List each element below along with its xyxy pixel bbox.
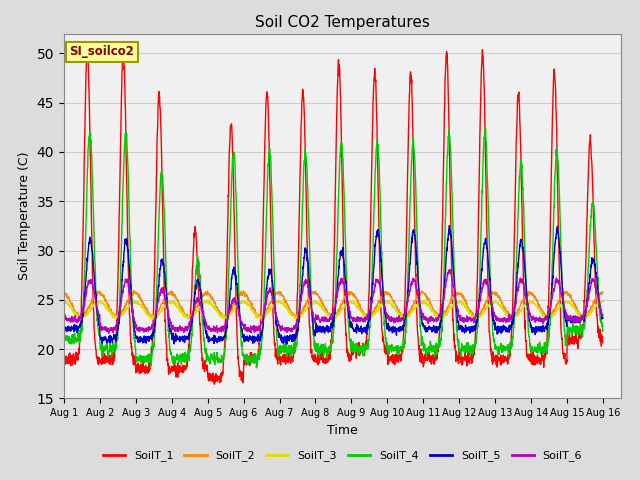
SoilT_4 <box>253 365 260 371</box>
SoilT_1 <box>211 381 218 387</box>
SoilT_4 <box>567 329 575 335</box>
SoilT_5 <box>349 325 357 331</box>
SoilT_3 <box>204 297 211 303</box>
SoilT_1 <box>211 381 218 387</box>
SoilT_6 <box>599 312 607 318</box>
SoilT_2 <box>211 300 218 305</box>
SoilT_6 <box>361 314 369 320</box>
Line: SoilT_5: SoilT_5 <box>64 226 603 344</box>
Line: SoilT_3: SoilT_3 <box>64 300 603 319</box>
SoilT_3 <box>552 309 559 315</box>
Line: SoilT_6: SoilT_6 <box>64 270 603 333</box>
SoilT_4 <box>361 342 369 348</box>
SoilT_3 <box>599 299 607 305</box>
SoilT_5 <box>552 235 559 240</box>
SoilT_6 <box>490 311 498 317</box>
SoilT_5 <box>490 322 498 328</box>
SoilT_2 <box>599 289 607 295</box>
SoilT_1 <box>349 348 357 354</box>
SoilT_5 <box>361 328 369 334</box>
SoilT_2 <box>490 289 498 295</box>
SoilT_1 <box>567 336 575 341</box>
SoilT_1 <box>552 88 559 94</box>
Line: SoilT_2: SoilT_2 <box>64 291 603 320</box>
Title: Soil CO2 Temperatures: Soil CO2 Temperatures <box>255 15 430 30</box>
SoilT_2 <box>552 307 559 312</box>
SoilT_4 <box>599 328 607 334</box>
SoilT_3 <box>211 305 219 311</box>
SoilT_6 <box>211 326 218 332</box>
SoilT_1 <box>60 351 68 357</box>
SoilT_6 <box>105 330 113 336</box>
SoilT_5 <box>567 316 575 322</box>
SoilT_6 <box>349 316 357 322</box>
SoilT_1 <box>479 47 486 52</box>
SoilT_4 <box>60 332 68 337</box>
SoilT_3 <box>149 316 157 322</box>
Line: SoilT_4: SoilT_4 <box>64 129 603 368</box>
SoilT_4 <box>211 350 218 356</box>
SoilT_5 <box>211 335 218 341</box>
SoilT_3 <box>361 313 369 319</box>
SoilT_2 <box>361 311 369 316</box>
SoilT_2 <box>349 291 357 297</box>
SoilT_5 <box>283 341 291 347</box>
SoilT_4 <box>349 344 357 349</box>
X-axis label: Time: Time <box>327 424 358 437</box>
Line: SoilT_1: SoilT_1 <box>64 49 603 384</box>
SoilT_4 <box>490 338 498 344</box>
SoilT_1 <box>599 340 607 346</box>
SoilT_3 <box>60 299 68 305</box>
SoilT_4 <box>552 158 559 164</box>
SoilT_2 <box>60 289 68 295</box>
SoilT_6 <box>552 280 559 286</box>
SoilT_3 <box>349 300 357 306</box>
SoilT_1 <box>490 354 498 360</box>
SoilT_3 <box>490 299 498 305</box>
Legend: SoilT_1, SoilT_2, SoilT_3, SoilT_4, SoilT_5, SoilT_6: SoilT_1, SoilT_2, SoilT_3, SoilT_4, Soil… <box>98 446 587 466</box>
SoilT_6 <box>567 312 575 318</box>
SoilT_3 <box>567 301 575 307</box>
Text: SI_soilco2: SI_soilco2 <box>70 46 134 59</box>
Y-axis label: Soil Temperature (C): Soil Temperature (C) <box>18 152 31 280</box>
SoilT_1 <box>361 345 369 350</box>
SoilT_6 <box>60 313 68 319</box>
SoilT_2 <box>363 317 371 323</box>
SoilT_5 <box>599 315 607 321</box>
SoilT_2 <box>130 288 138 294</box>
SoilT_5 <box>445 223 453 228</box>
SoilT_4 <box>482 126 490 132</box>
SoilT_6 <box>446 267 454 273</box>
SoilT_2 <box>567 294 575 300</box>
SoilT_5 <box>60 324 68 330</box>
